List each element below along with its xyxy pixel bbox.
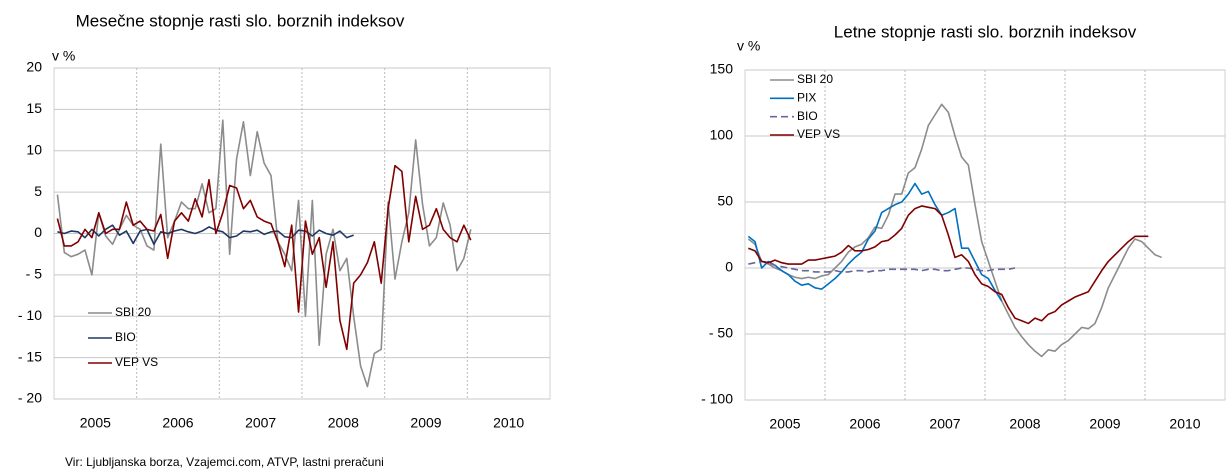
y-tick-label: - 100	[701, 391, 733, 407]
x-tick-label: 2007	[245, 415, 276, 431]
y-axis-label: v %	[737, 38, 760, 54]
x-tick-label: 2006	[162, 415, 193, 431]
x-tick-label: 2006	[849, 416, 880, 432]
x-tick-label: 2005	[80, 415, 111, 431]
y-tick-label: 50	[717, 193, 733, 209]
x-tick-label: 2005	[769, 416, 800, 432]
y-tick-label: - 50	[709, 325, 733, 341]
series-line	[748, 205, 1149, 325]
legend-label: VEP VS	[797, 127, 840, 141]
chart-title: Mesečne stopnje rasti slo. borznih indek…	[76, 11, 405, 30]
chart-title: Letne stopnje rasti slo. borznih indekso…	[834, 22, 1137, 41]
x-tick-label: 2010	[1169, 416, 1200, 432]
series-line	[56, 119, 472, 388]
x-tick-label: 2007	[929, 416, 960, 432]
source-note: Vir: Ljubljanska borza, Vzajemci.com, AT…	[65, 455, 384, 469]
y-tick-label: - 15	[18, 348, 42, 364]
series-line	[747, 182, 1003, 302]
legend-label: PIX	[797, 91, 816, 105]
legend-label: SBI 20	[115, 305, 151, 319]
y-tick-label: 100	[710, 127, 734, 143]
y-tick-label: - 5	[26, 266, 43, 282]
x-tick-label: 2009	[410, 415, 441, 431]
series-line	[56, 164, 472, 351]
legend-label: BIO	[115, 330, 136, 344]
y-tick-label: 0	[34, 224, 42, 240]
x-tick-label: 2008	[1009, 416, 1040, 432]
y-tick-label: - 10	[18, 307, 42, 323]
x-tick-label: 2008	[328, 415, 359, 431]
x-tick-label: 2010	[493, 415, 524, 431]
y-tick-label: 20	[26, 59, 42, 75]
series-line	[748, 260, 1016, 273]
y-axis-label: v %	[52, 48, 75, 64]
legend-label: SBI 20	[797, 72, 833, 86]
x-tick-label: 2009	[1089, 416, 1120, 432]
y-tick-label: 0	[725, 259, 733, 275]
y-tick-label: 5	[34, 183, 42, 199]
y-tick-label: - 20	[18, 390, 42, 406]
y-tick-label: 150	[710, 61, 734, 77]
legend-label: VEP VS	[115, 355, 158, 369]
y-tick-label: 15	[26, 100, 42, 116]
legend-label: BIO	[797, 109, 818, 123]
series-line	[747, 103, 1162, 358]
y-tick-label: 10	[26, 141, 42, 157]
